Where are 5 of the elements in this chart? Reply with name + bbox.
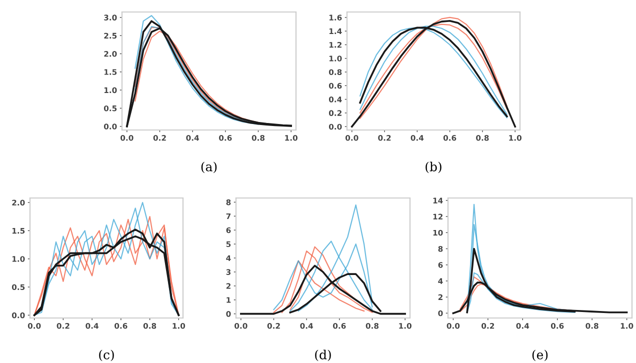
x-axis-title: (e) — [532, 350, 548, 362]
x-axis-title: (c) — [99, 350, 114, 362]
x-axis-title: (a) — [201, 162, 217, 174]
x-axis-title: (b) — [426, 162, 442, 174]
x-axis-title: (d) — [315, 350, 331, 362]
